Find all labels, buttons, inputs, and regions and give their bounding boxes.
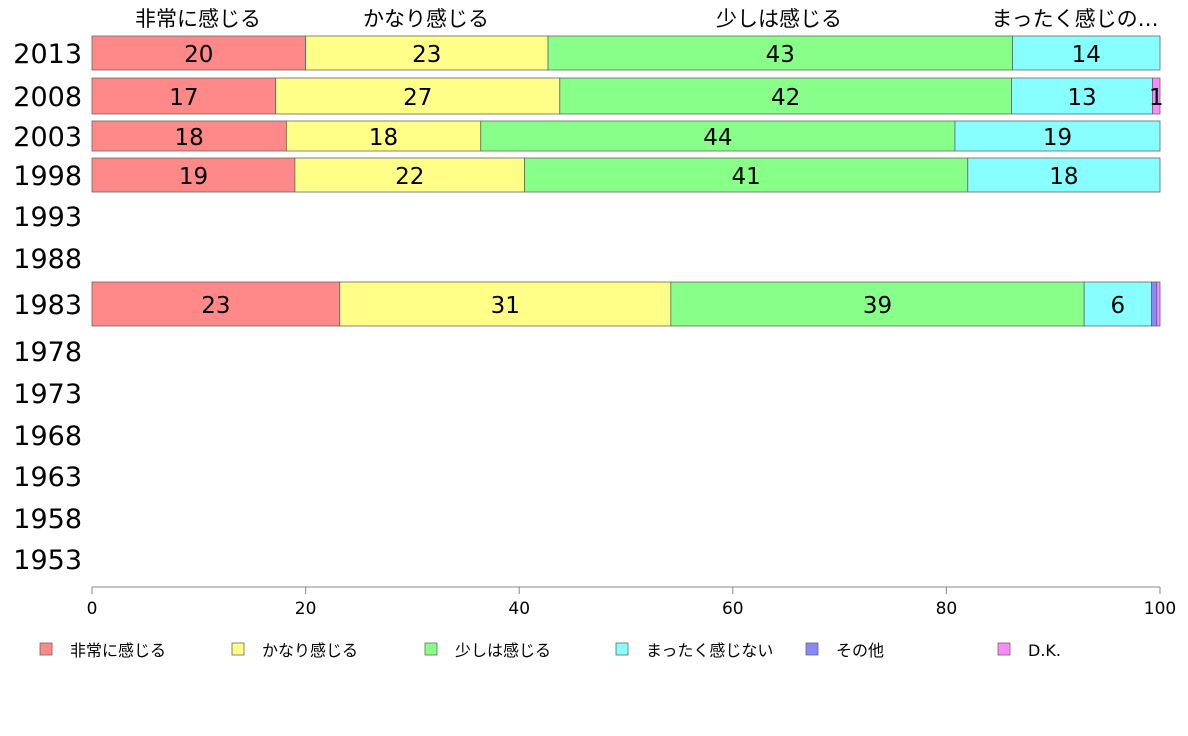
top-label-0: 非常に感じる bbox=[135, 7, 261, 31]
year-label-1973: 1973 bbox=[13, 379, 82, 410]
bar-2013-series-3 bbox=[1012, 35, 1161, 71]
bar-label-1998-series-0: 19 bbox=[179, 164, 208, 190]
bar-label-2003-series-1: 18 bbox=[369, 125, 398, 151]
bar-label-1998-series-1: 22 bbox=[395, 164, 424, 190]
legend-label-3: まったく感じない bbox=[646, 641, 773, 660]
bar-label-2003-series-3: 19 bbox=[1043, 125, 1072, 151]
bar-label-2008-series-5: 1 bbox=[1149, 85, 1164, 111]
bar-2008-series-1 bbox=[275, 77, 561, 115]
bar-label-2013-series-1: 23 bbox=[412, 42, 441, 68]
bar-2008-series-3 bbox=[1011, 77, 1153, 115]
bar-2013-series-2 bbox=[547, 35, 1014, 71]
bar-label-2013-series-2: 43 bbox=[766, 42, 795, 68]
bar-2008-series-5 bbox=[1152, 77, 1161, 115]
x-tick-label-60: 60 bbox=[722, 599, 744, 619]
bar-2008-series-2 bbox=[559, 77, 1012, 115]
bar-label-1983-series-2: 39 bbox=[863, 293, 892, 319]
legend-label-4: その他 bbox=[836, 641, 884, 660]
legend-swatch-3 bbox=[615, 642, 629, 656]
bar-label-1998-series-3: 18 bbox=[1049, 164, 1078, 190]
legend-label-5: D.K. bbox=[1028, 641, 1061, 660]
year-label-1958: 1958 bbox=[13, 504, 82, 535]
year-label-1968: 1968 bbox=[13, 421, 82, 452]
bar-label-2013-series-3: 14 bbox=[1072, 42, 1101, 68]
legend-label-1: かなり感じる bbox=[262, 641, 358, 660]
year-label-2008: 2008 bbox=[13, 82, 82, 113]
bar-label-1983-series-0: 23 bbox=[201, 293, 230, 319]
bar-1983-series-1 bbox=[339, 281, 672, 327]
legend-swatch-1 bbox=[231, 642, 245, 656]
year-axis-labels: 2013 2008 2003 1998 1993 1988 1983 1978 1973 1968… bbox=[13, 39, 82, 576]
bar-2013-series-0 bbox=[91, 35, 307, 71]
bar-1998-series-1 bbox=[294, 157, 525, 193]
bar-2003-series-0 bbox=[91, 120, 287, 152]
top-label-1: かなり感じる bbox=[363, 7, 489, 31]
legend-swatch-5 bbox=[997, 642, 1011, 656]
legend-swatch-0 bbox=[39, 642, 53, 656]
bar-label-2008-series-1: 27 bbox=[403, 85, 432, 111]
legend-label-0: 非常に感じる bbox=[70, 641, 166, 660]
year-label-1988: 1988 bbox=[13, 244, 82, 275]
bar-label-2008-series-2: 42 bbox=[771, 85, 800, 111]
bar-2008-series-0 bbox=[91, 77, 277, 115]
top-label-2: 少しは感じる bbox=[716, 7, 842, 31]
legend-swatch-4 bbox=[805, 642, 819, 656]
bar-label-2003-series-2: 44 bbox=[703, 125, 732, 151]
bar-1998-series-3 bbox=[967, 157, 1161, 193]
year-label-1998: 1998 bbox=[13, 161, 82, 192]
x-tick-label-20: 20 bbox=[295, 599, 317, 619]
x-tick-label-80: 80 bbox=[936, 599, 958, 619]
legend: 非常に感じる かなり感じる 少しは感じる まったく感じない その他 D.K. bbox=[39, 641, 1061, 660]
top-label-3: まったく感じの… bbox=[991, 7, 1158, 31]
year-label-1978: 1978 bbox=[13, 337, 82, 368]
bar-label-1983-series-1: 31 bbox=[491, 293, 520, 319]
bar-1998-series-0 bbox=[91, 157, 296, 193]
x-tick-label-100: 100 bbox=[1144, 599, 1176, 619]
x-tick-label-0: 0 bbox=[87, 599, 98, 619]
bar-1998-series-2 bbox=[524, 157, 969, 193]
bar-label-1983-series-3: 6 bbox=[1110, 293, 1125, 319]
year-label-1993: 1993 bbox=[13, 202, 82, 233]
bar-2013-series-1 bbox=[305, 35, 549, 71]
bars: 20 23 43 14 17 27 42 13 1 18 18 44 19 19 22 41 18 23 31 39 6 bbox=[91, 35, 1164, 327]
bar-2003-series-3 bbox=[954, 120, 1161, 152]
bar-label-1998-series-2: 41 bbox=[732, 164, 761, 190]
year-label-1963: 1963 bbox=[13, 462, 82, 493]
legend-label-2: 少しは感じる bbox=[455, 641, 551, 660]
bar-2003-series-1 bbox=[285, 120, 482, 152]
bar-1983-series-5 bbox=[1156, 281, 1161, 327]
bar-label-2003-series-0: 18 bbox=[175, 125, 204, 151]
year-label-2013: 2013 bbox=[13, 39, 82, 70]
year-label-1983: 1983 bbox=[13, 290, 82, 321]
legend-swatch-2 bbox=[424, 642, 438, 656]
x-tick-label-40: 40 bbox=[508, 599, 530, 619]
bar-label-2013-series-0: 20 bbox=[184, 42, 213, 68]
bar-1983-series-2 bbox=[670, 281, 1085, 327]
bar-1983-series-4 bbox=[1151, 281, 1158, 327]
top-category-labels: 非常に感じる かなり感じる 少しは感じる まったく感じの… bbox=[135, 7, 1159, 31]
year-label-1953: 1953 bbox=[13, 545, 82, 576]
bar-2003-series-2 bbox=[480, 120, 956, 152]
x-axis: 0 20 40 60 80 100 bbox=[87, 586, 1176, 619]
bar-label-2008-series-3: 13 bbox=[1067, 85, 1096, 111]
bar-label-2008-series-0: 17 bbox=[169, 85, 198, 111]
year-label-2003: 2003 bbox=[13, 122, 82, 153]
